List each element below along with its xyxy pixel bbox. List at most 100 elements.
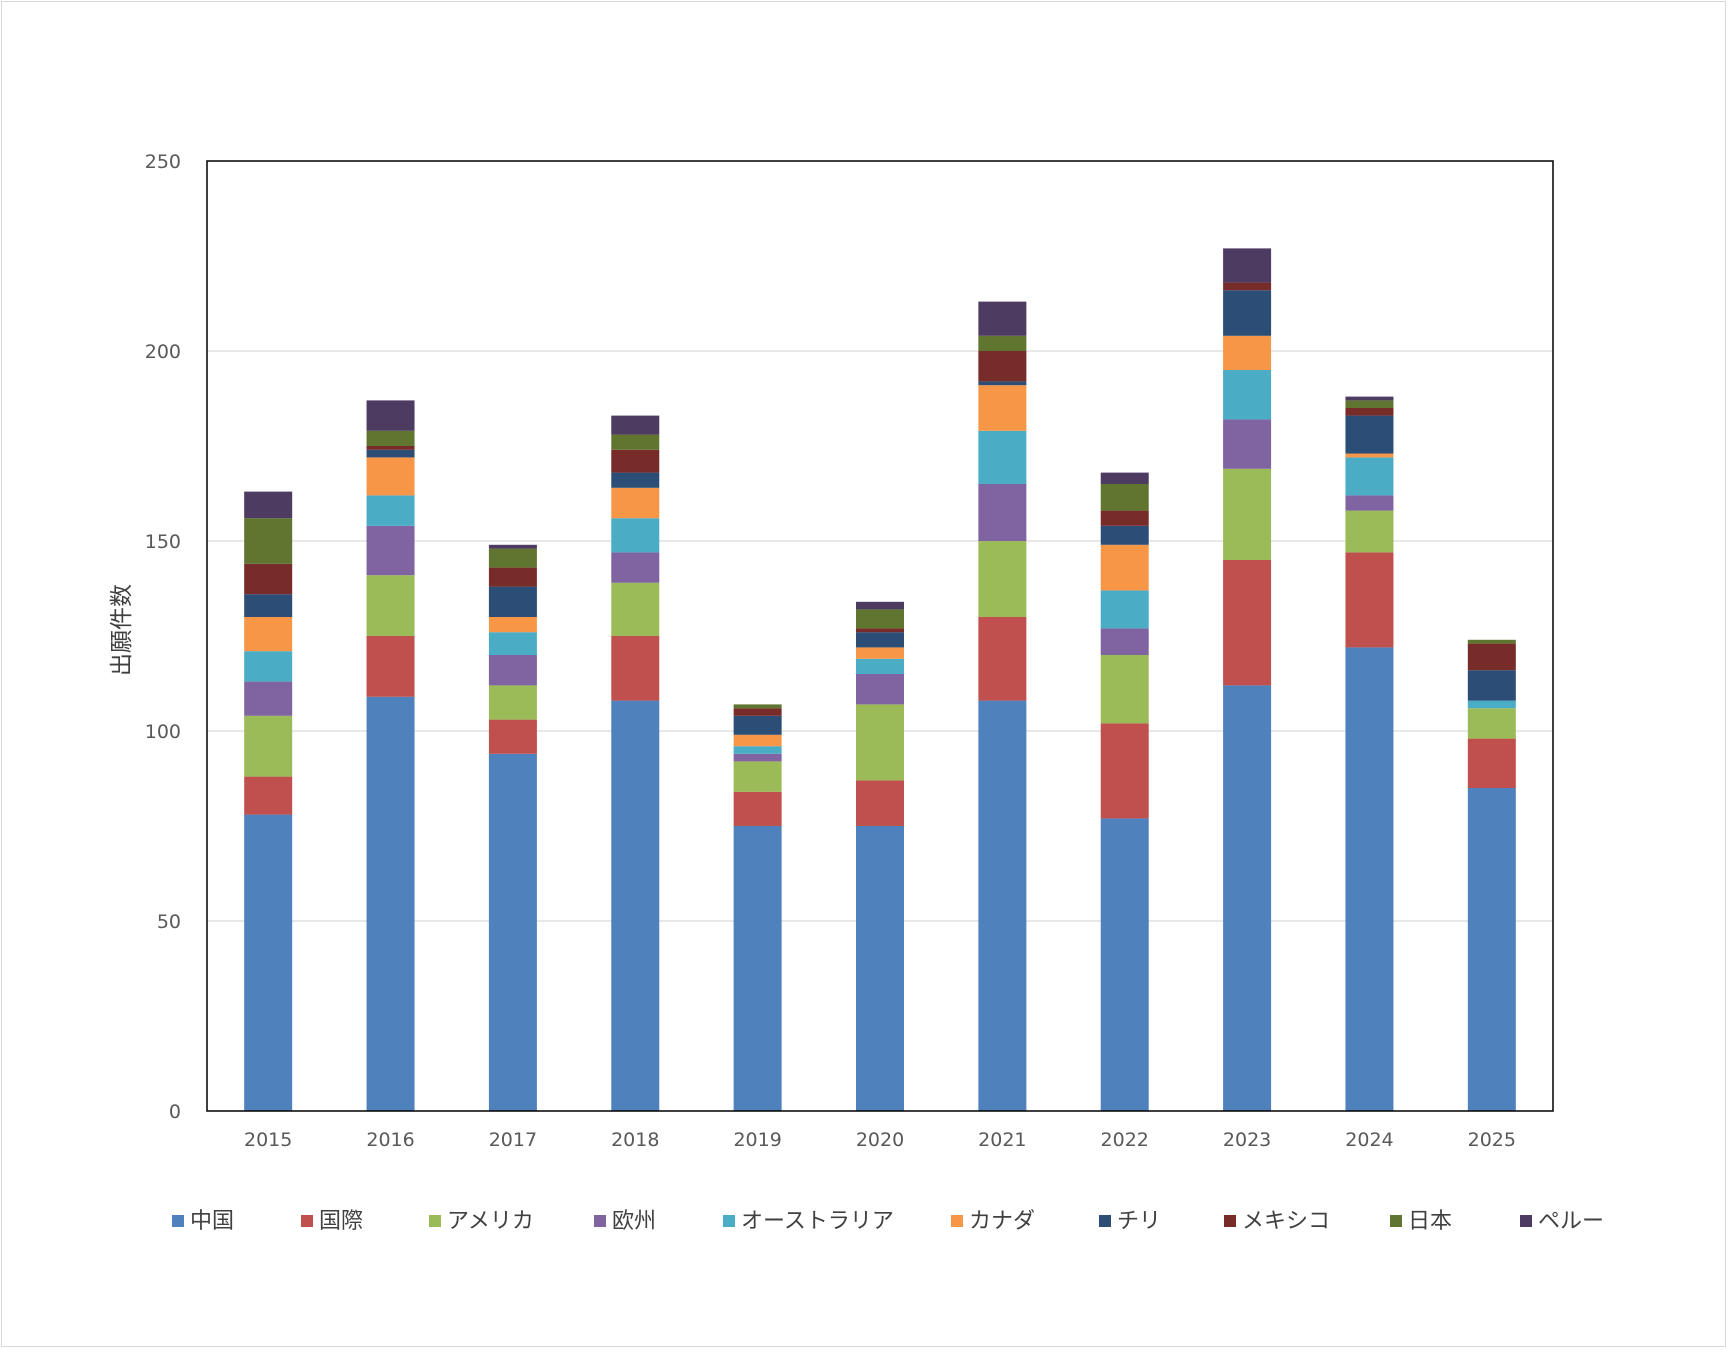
legend-swatch — [1099, 1215, 1111, 1227]
bar-segment — [1223, 560, 1272, 686]
bar-segment — [1100, 472, 1149, 484]
legend-swatch — [594, 1215, 606, 1227]
bar-segment — [611, 636, 660, 701]
bar-segment — [244, 814, 293, 1111]
bar-segment — [1467, 700, 1516, 709]
bar-segment — [978, 541, 1027, 617]
y-axis-ticks: 0 50 100 150 200 250 — [145, 151, 181, 1123]
bar-segment — [978, 351, 1027, 382]
x-tick-label: 2024 — [1345, 1129, 1393, 1151]
bar-segment — [1467, 708, 1516, 739]
legend-swatch — [1520, 1215, 1532, 1227]
bar-segment — [611, 415, 660, 435]
bar-segment — [488, 544, 537, 549]
bar-segment — [1223, 248, 1272, 283]
bar-segment — [856, 780, 904, 826]
bar-segment — [978, 484, 1027, 541]
legend-label: メキシコ — [1242, 1209, 1330, 1234]
bar-segment — [733, 761, 782, 792]
legend-label: ペルー — [1538, 1209, 1604, 1234]
bar-segment — [1345, 400, 1394, 408]
legend-swatch — [429, 1215, 441, 1227]
legend-label: カナダ — [969, 1209, 1035, 1234]
bar-segment — [733, 753, 782, 762]
bar-segment — [1100, 484, 1149, 511]
bar-segment — [488, 617, 537, 633]
bar-segment — [1467, 643, 1516, 671]
legend-item: チリ — [1099, 1209, 1161, 1234]
bar-segment — [856, 647, 904, 659]
x-tick-label: 2025 — [1468, 1129, 1516, 1151]
bar-segment — [1100, 628, 1149, 655]
bar-segment — [1223, 335, 1272, 370]
legend-swatch — [1390, 1215, 1402, 1227]
y-tick-label: 50 — [157, 911, 181, 933]
bar-segment — [978, 381, 1027, 386]
bar-segment — [611, 552, 660, 583]
legend-label: 中国 — [190, 1209, 234, 1234]
bar-segment — [1100, 510, 1149, 526]
x-axis-ticks: 2015 2016 2017 2018 2019 2020 2021 2022 2023 2024… — [244, 1129, 1516, 1151]
bar-segment — [366, 457, 415, 496]
bar-segment — [856, 674, 904, 705]
y-tick-label: 250 — [145, 151, 181, 173]
bar-segment — [1223, 685, 1272, 1111]
x-tick-label: 2019 — [733, 1129, 781, 1151]
bar-segment — [1345, 552, 1394, 648]
bar-segment — [244, 617, 293, 652]
y-tick-label: 100 — [145, 721, 181, 743]
legend-swatch — [723, 1215, 735, 1227]
bar-segment — [1100, 544, 1149, 591]
bar-segment — [978, 617, 1027, 701]
bar-segment — [1467, 639, 1516, 644]
plot-area-border — [206, 160, 1554, 1112]
x-tick-label: 2020 — [856, 1129, 904, 1151]
legend-item: ペルー — [1520, 1209, 1604, 1234]
bar-segment — [488, 632, 537, 655]
legend-item: 国際 — [301, 1209, 363, 1234]
y-tick-label: 0 — [169, 1101, 181, 1123]
bars — [244, 248, 1516, 1111]
bar-segment — [611, 487, 660, 519]
x-tick-label: 2016 — [366, 1129, 414, 1151]
x-tick-label: 2015 — [244, 1129, 292, 1151]
bar-segment — [488, 548, 537, 568]
bar-segment — [1345, 453, 1394, 458]
bar-segment — [1467, 738, 1516, 788]
bar-segment — [856, 632, 904, 648]
bar-segment — [1345, 408, 1394, 416]
bar-segment — [244, 776, 293, 815]
bar-segment — [978, 430, 1027, 484]
bar-segment — [611, 518, 660, 553]
bar-segment — [856, 628, 904, 633]
legend-item: 欧州 — [594, 1209, 656, 1234]
legend-swatch — [1224, 1215, 1236, 1227]
bar-segment — [733, 715, 782, 735]
bar-segment — [856, 704, 904, 781]
legend-item: 中国 — [172, 1209, 234, 1234]
bar-segment — [366, 636, 415, 697]
bar-segment — [366, 696, 415, 1111]
bar-segment — [611, 472, 660, 488]
bar-segment — [488, 685, 537, 720]
bar-segment — [1100, 723, 1149, 819]
legend-item: オーストラリア — [723, 1209, 894, 1234]
bar-segment — [1223, 370, 1272, 420]
bar-segment — [1345, 510, 1394, 553]
legend-swatch — [951, 1215, 963, 1227]
bar-segment — [244, 518, 293, 564]
y-tick-label: 200 — [145, 341, 181, 363]
legend-label: 欧州 — [612, 1209, 656, 1234]
x-tick-label: 2023 — [1223, 1129, 1271, 1151]
bar-segment — [1100, 818, 1149, 1111]
bar-segment — [733, 734, 782, 747]
bar-segment — [611, 582, 660, 636]
bar-segment — [1223, 290, 1272, 336]
x-tick-label: 2021 — [978, 1129, 1026, 1151]
bar-segment — [1345, 495, 1394, 511]
legend-item: アメリカ — [429, 1209, 534, 1234]
bar-segment — [1100, 590, 1149, 629]
y-axis-title: 出願件数 — [109, 584, 135, 676]
bar-segment — [488, 753, 537, 1111]
bar-segment — [978, 301, 1027, 336]
